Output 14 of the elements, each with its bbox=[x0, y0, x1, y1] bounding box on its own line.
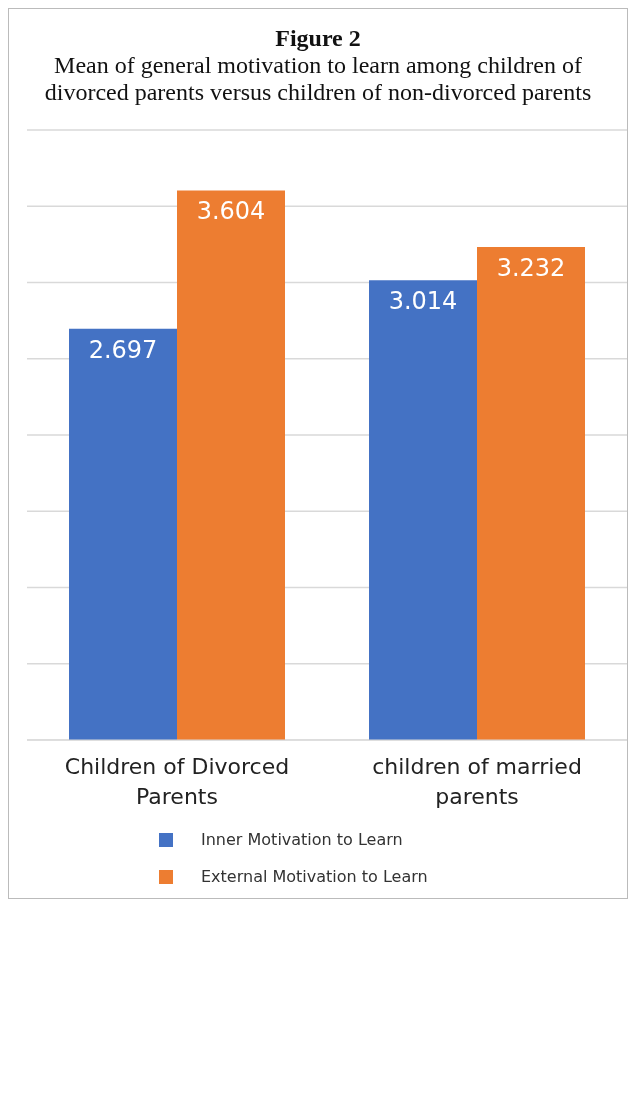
chart-title: Figure 2 bbox=[274, 25, 362, 52]
data-label: 3.014 bbox=[388, 287, 458, 316]
bar bbox=[477, 247, 585, 740]
data-label: 3.232 bbox=[496, 254, 566, 283]
bar bbox=[177, 190, 285, 740]
bar bbox=[69, 328, 177, 740]
data-label: 3.604 bbox=[196, 197, 266, 226]
data-label: 2.697 bbox=[88, 335, 158, 364]
legend-label: External Motivation to Learn bbox=[201, 867, 428, 886]
x-tick-label: Children of Divorced Parents bbox=[64, 754, 290, 809]
bar bbox=[369, 280, 477, 740]
legend-label: Inner Motivation to Learn bbox=[201, 830, 403, 849]
x-tick-label: children of married parents bbox=[372, 754, 582, 809]
chart-subtitle: Mean of general motivation to learn among children of divorced parents versus children of non-divorced parents bbox=[43, 52, 593, 106]
